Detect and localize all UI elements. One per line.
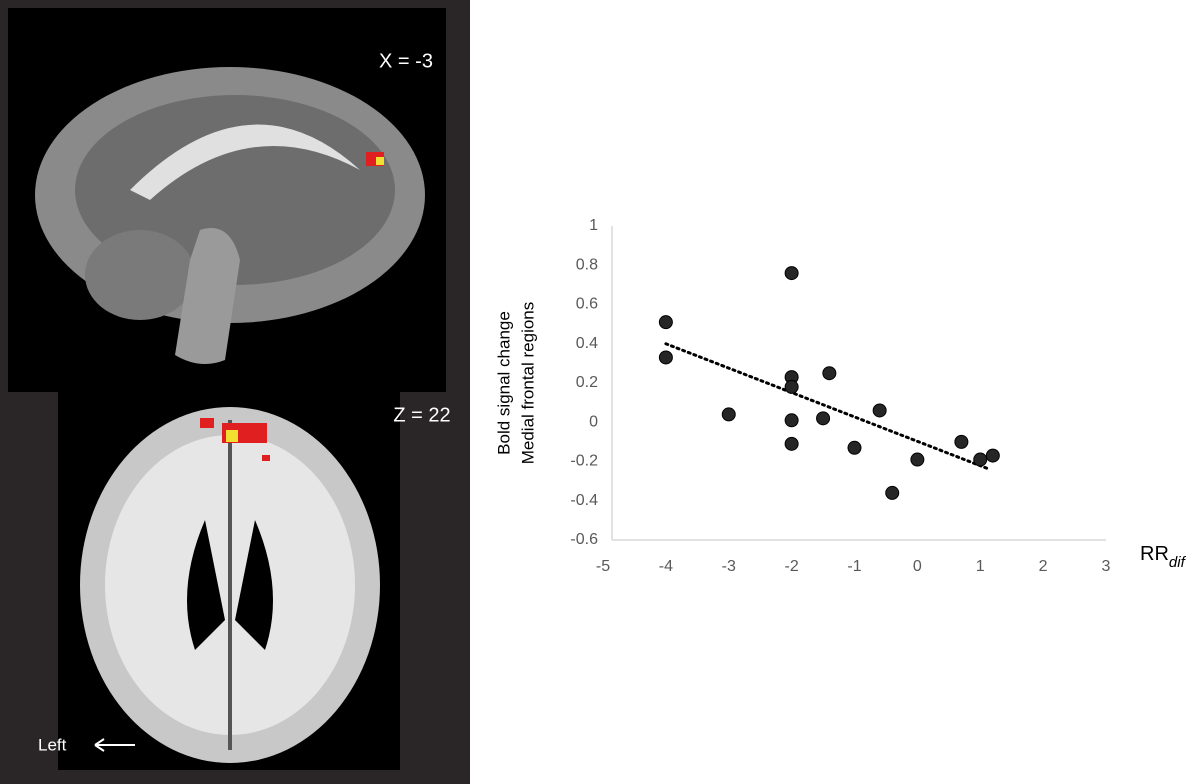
point bbox=[910, 452, 925, 467]
y-tick-label: 0 bbox=[589, 413, 598, 430]
x-axis-label: RRdif bbox=[1140, 543, 1187, 571]
y-tick-label: 0.2 bbox=[576, 374, 598, 391]
point bbox=[784, 266, 799, 281]
point bbox=[872, 403, 887, 418]
point bbox=[658, 350, 673, 365]
point bbox=[954, 434, 969, 449]
x-tick-label: 1 bbox=[976, 558, 985, 575]
x-tick-label: -5 bbox=[596, 558, 610, 575]
point bbox=[784, 436, 799, 451]
point bbox=[847, 440, 862, 455]
point bbox=[658, 315, 673, 330]
x-tick-label: 3 bbox=[1102, 558, 1111, 575]
point bbox=[885, 485, 900, 500]
x-tick-label: -2 bbox=[785, 558, 799, 575]
x-tick-label: 0 bbox=[913, 558, 922, 575]
y-tick-label: 0.4 bbox=[576, 335, 598, 352]
point bbox=[721, 407, 736, 422]
point bbox=[784, 413, 799, 428]
x-tick-label: -4 bbox=[659, 558, 673, 575]
x-axis-label-main: RR bbox=[1140, 543, 1169, 565]
y-tick-label: 1 bbox=[589, 217, 598, 234]
annotation: Left bbox=[38, 735, 67, 754]
x-axis-label-subscript: dif bbox=[1169, 554, 1187, 571]
y-tick-label: -0.2 bbox=[570, 453, 598, 470]
point bbox=[822, 366, 837, 381]
point bbox=[985, 448, 1000, 463]
x-tick-label: -3 bbox=[722, 558, 736, 575]
point bbox=[816, 411, 831, 426]
annotation: Z = 22 bbox=[393, 404, 450, 426]
annotation: X = -3 bbox=[379, 50, 433, 72]
y-tick-label: 0.8 bbox=[576, 256, 598, 273]
y-tick-label: -0.6 bbox=[570, 531, 598, 548]
x-tick-label: -1 bbox=[847, 558, 861, 575]
point bbox=[784, 379, 799, 394]
y-axis-label: Bold signal change bbox=[494, 311, 513, 455]
y-tick-label: 0.6 bbox=[576, 296, 598, 313]
brain-images bbox=[0, 0, 470, 784]
y-tick-label: -0.4 bbox=[570, 492, 598, 509]
x-tick-label: 2 bbox=[1039, 558, 1048, 575]
y-axis-label: Medial frontal regions bbox=[518, 302, 537, 465]
point bbox=[973, 452, 988, 467]
trendline bbox=[664, 342, 992, 471]
